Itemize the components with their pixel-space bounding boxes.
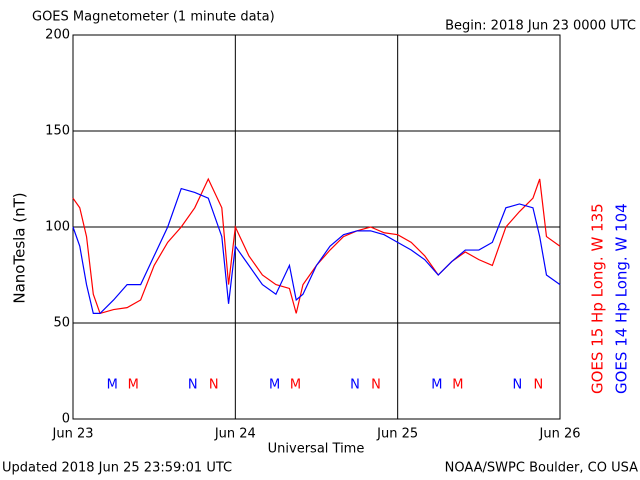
event-marker: N: [371, 378, 381, 393]
y-axis-label: NanoTesla (nT): [11, 192, 29, 303]
event-marker: N: [209, 378, 219, 393]
event-marker: N: [188, 378, 198, 393]
event-marker: N: [350, 378, 360, 393]
chart-title: GOES Magnetometer (1 minute data): [32, 10, 275, 25]
y-tick-label: 100: [45, 220, 70, 235]
y-tick-label: 0: [62, 412, 70, 427]
event-marker: M: [107, 378, 118, 393]
y-tick-label: 150: [45, 124, 70, 139]
x-tick-label: Jun 23: [52, 427, 94, 442]
legend-entry: GOES 15 Hp Long. W 135: [589, 203, 607, 394]
event-marker: N: [513, 378, 523, 393]
x-axis-label: Universal Time: [268, 442, 365, 457]
y-tick-label: 200: [45, 28, 70, 43]
series-line: [72, 187, 561, 314]
x-tick-label: Jun 26: [539, 427, 581, 442]
y-tick-label: 50: [53, 316, 70, 331]
event-marker: M: [269, 378, 280, 393]
x-tick-label: Jun 24: [214, 427, 256, 442]
footer-left: Updated 2018 Jun 25 23:59:01 UTC: [2, 461, 232, 476]
x-tick-label: Jun 25: [376, 427, 418, 442]
event-marker: N: [533, 378, 543, 393]
subtitle: Begin: 2018 Jun 23 0000 UTC: [445, 19, 636, 34]
legend-entry: GOES 14 Hp Long. W 104: [613, 203, 631, 394]
event-marker: M: [290, 378, 301, 393]
series-line: [72, 177, 561, 315]
event-marker: M: [128, 378, 139, 393]
event-marker: M: [431, 378, 442, 393]
event-marker: M: [452, 378, 463, 393]
footer-right: NOAA/SWPC Boulder, CO USA: [445, 461, 638, 476]
